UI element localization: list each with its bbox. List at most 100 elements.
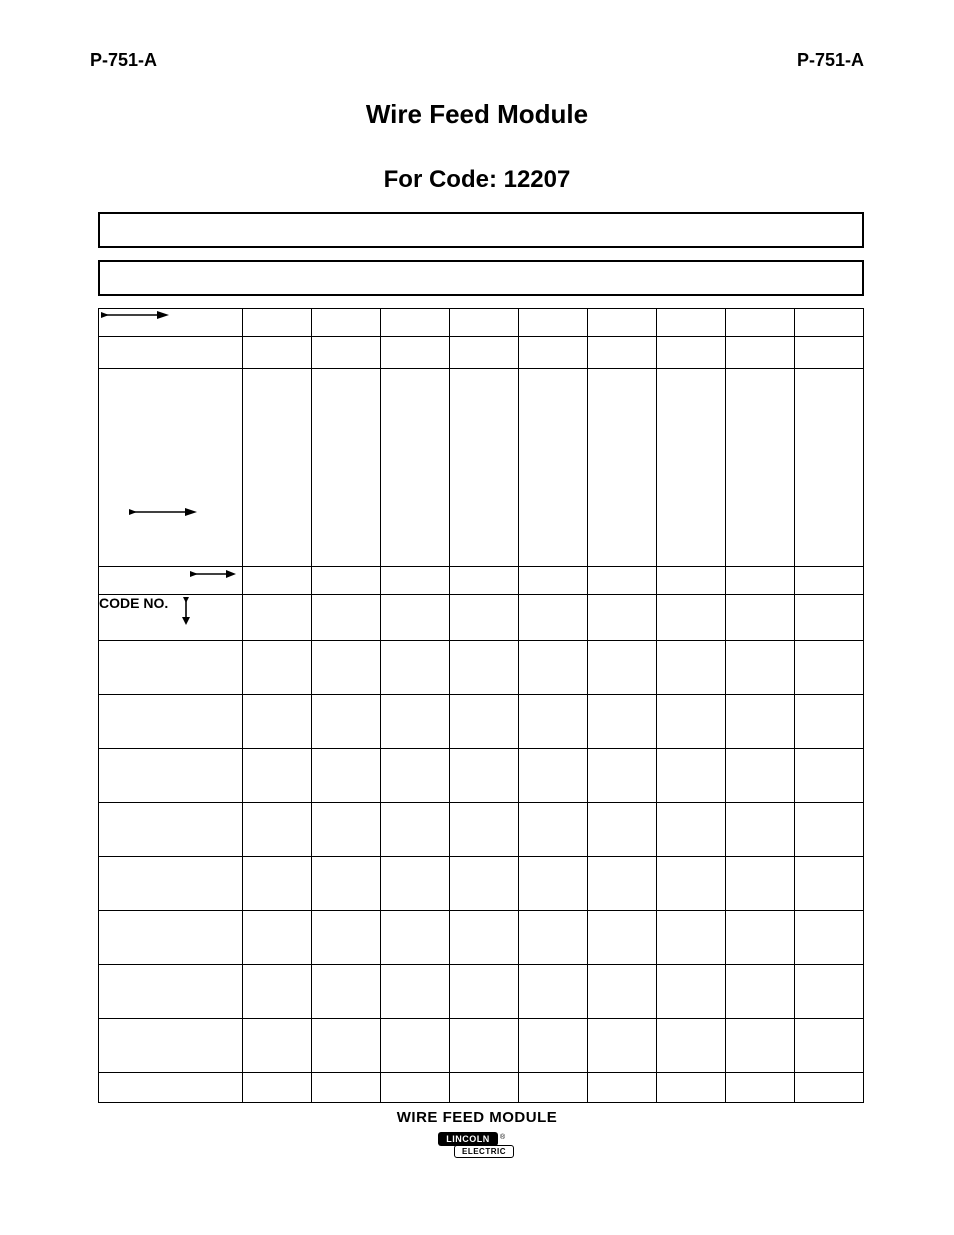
table-row: [99, 695, 864, 749]
table-cell: [312, 695, 381, 749]
table-cell: [657, 567, 726, 595]
table-cell: [381, 749, 450, 803]
big-row: [99, 369, 864, 567]
right-arrow-icon: [127, 506, 199, 518]
table-cell: [519, 369, 588, 567]
table-cell: [519, 641, 588, 695]
top-blank-band: [98, 212, 864, 248]
table-cell: [381, 567, 450, 595]
table-cell: [519, 337, 588, 369]
table-cell: [588, 369, 657, 567]
table-cell: [99, 1019, 243, 1073]
footer-title: WIRE FEED MODULE: [90, 1109, 864, 1126]
table-cell: [243, 857, 312, 911]
table-cell: [450, 749, 519, 803]
table-cell: [312, 1073, 381, 1103]
table-cell: [99, 803, 243, 857]
logo-bottom-text: ELECTRIC: [454, 1145, 514, 1158]
table-cell: [519, 567, 588, 595]
table-cell: [588, 309, 657, 337]
table-cell: [450, 803, 519, 857]
table-cell: [243, 641, 312, 695]
table-cell: [657, 911, 726, 965]
table-cell: [726, 337, 795, 369]
table-cell: [450, 911, 519, 965]
table-cell: [588, 749, 657, 803]
table-cell: [726, 911, 795, 965]
table-cell: [312, 567, 381, 595]
table-cell: [312, 911, 381, 965]
table-cell: [99, 965, 243, 1019]
table-cell: [657, 309, 726, 337]
table-cell: [381, 337, 450, 369]
table-cell: [588, 965, 657, 1019]
table-cell: [726, 695, 795, 749]
table-cell: [381, 695, 450, 749]
table-row: [99, 965, 864, 1019]
table-cell: [588, 911, 657, 965]
table-cell: [657, 641, 726, 695]
table-cell: [588, 857, 657, 911]
table-cell: [312, 369, 381, 567]
table-cell: [381, 641, 450, 695]
header-row-1: [99, 309, 864, 337]
table-cell: [726, 369, 795, 567]
table-cell: [450, 1073, 519, 1103]
table-cell: [657, 803, 726, 857]
table-cell: [99, 1073, 243, 1103]
table-cell: [795, 695, 864, 749]
big-row-firstcol: [99, 369, 243, 567]
logo-registered-icon: ®: [500, 1134, 505, 1141]
table-cell: [450, 309, 519, 337]
table-cell: [795, 857, 864, 911]
table-cell: [726, 309, 795, 337]
table-cell: [243, 911, 312, 965]
table-cell: [450, 965, 519, 1019]
table-cell: [450, 337, 519, 369]
table-cell: [588, 595, 657, 641]
table-cell: [381, 1019, 450, 1073]
arrow-cell-1: [99, 309, 243, 337]
table-cell: [312, 965, 381, 1019]
table-cell: [588, 1019, 657, 1073]
table-cell: [99, 911, 243, 965]
table-cell: [657, 857, 726, 911]
header-code-left: P-751-A: [90, 50, 157, 71]
table-cell: [519, 749, 588, 803]
table-cell: [657, 595, 726, 641]
table-cell: [519, 309, 588, 337]
code-no-cell: CODE NO.: [99, 595, 243, 641]
table-cell: [795, 911, 864, 965]
table-cell: [99, 857, 243, 911]
logo-top-text: LINCOLN: [438, 1132, 498, 1146]
table-cell: [726, 567, 795, 595]
table-cell: [450, 857, 519, 911]
table-cell: [312, 803, 381, 857]
page: P-751-A P-751-A Wire Feed Module For Cod…: [0, 0, 954, 1235]
table-cell: [726, 749, 795, 803]
band-gap-2: [90, 296, 864, 308]
table-cell: [381, 965, 450, 1019]
table-cell: [726, 965, 795, 1019]
table-row-last: [99, 1073, 864, 1103]
table-cell: [726, 595, 795, 641]
table-cell: [312, 309, 381, 337]
table-cell: [795, 567, 864, 595]
table-cell: [312, 749, 381, 803]
table-cell: [519, 965, 588, 1019]
table-cell: [312, 1019, 381, 1073]
table-cell: [519, 695, 588, 749]
table-cell: [795, 369, 864, 567]
table-cell: [657, 1073, 726, 1103]
main-table: CODE NO.: [98, 308, 864, 1103]
table-cell: [519, 803, 588, 857]
table-cell: [381, 595, 450, 641]
table-cell: [312, 857, 381, 911]
table-cell: [795, 595, 864, 641]
table-cell: [519, 1019, 588, 1073]
table-cell: [588, 337, 657, 369]
table-cell: [657, 1019, 726, 1073]
table-cell: [312, 641, 381, 695]
table-cell: [243, 803, 312, 857]
table-cell: [243, 749, 312, 803]
